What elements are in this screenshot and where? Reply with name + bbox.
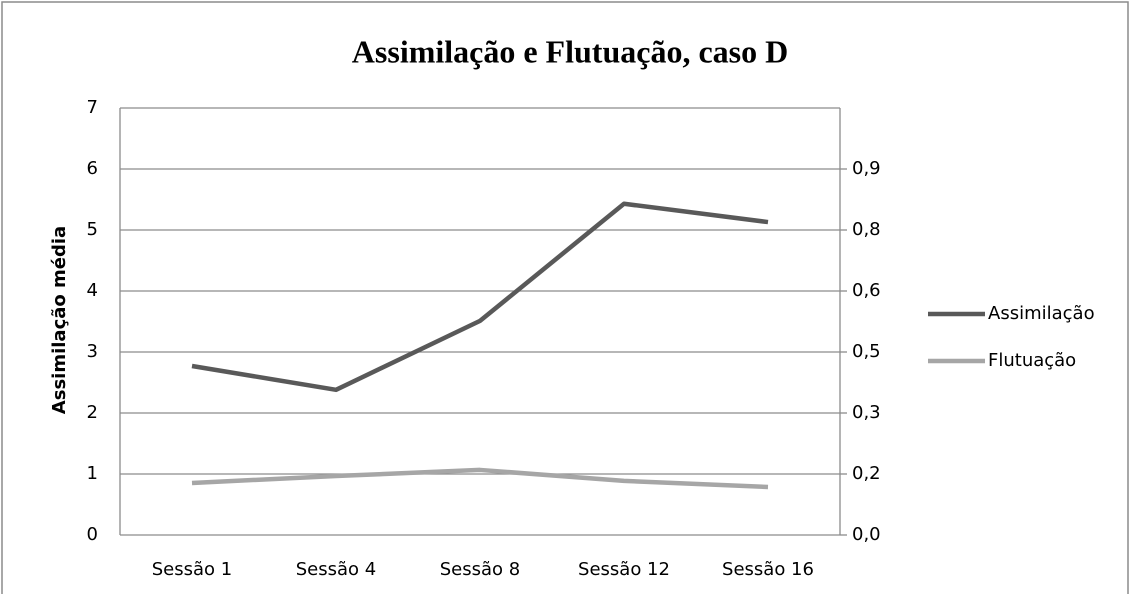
series-line (191, 201, 769, 393)
y-tick-label: 5 (87, 219, 98, 240)
y2-tick-label: 0,2 (852, 463, 881, 484)
chart-title: Assimilação e Flutuação, caso D (352, 33, 788, 69)
y2-tick-label: 0,5 (852, 341, 881, 362)
x-tick-label: Sessão 16 (722, 559, 814, 580)
y2-tick-label: 0,9 (852, 158, 881, 179)
y-tick-label: 4 (87, 280, 98, 301)
y-tick-label: 0 (87, 524, 98, 545)
y-tick-label: 6 (87, 158, 98, 179)
y-tick-label: 1 (87, 463, 98, 484)
series-line (191, 467, 769, 490)
y-tick-label: 2 (87, 402, 98, 423)
x-tick-label: Sessão 12 (578, 559, 670, 580)
y-tick-label: 7 (87, 97, 98, 118)
y2-tick-label: 0,3 (852, 402, 881, 423)
y2-tick-label: 0,6 (852, 280, 881, 301)
y-tick-label: 3 (87, 341, 98, 362)
y2-tick-label: 0,8 (852, 219, 881, 240)
legend-label: Flutuação (988, 350, 1076, 371)
legend-label: Assimilação (988, 303, 1095, 324)
x-tick-label: Sessão 1 (152, 559, 232, 580)
y2-tick-label: 0,0 (852, 524, 881, 545)
x-tick-label: Sessão 8 (440, 559, 520, 580)
x-tick-label: Sessão 4 (296, 559, 376, 580)
y-axis-label: Assimilação média (49, 226, 70, 414)
